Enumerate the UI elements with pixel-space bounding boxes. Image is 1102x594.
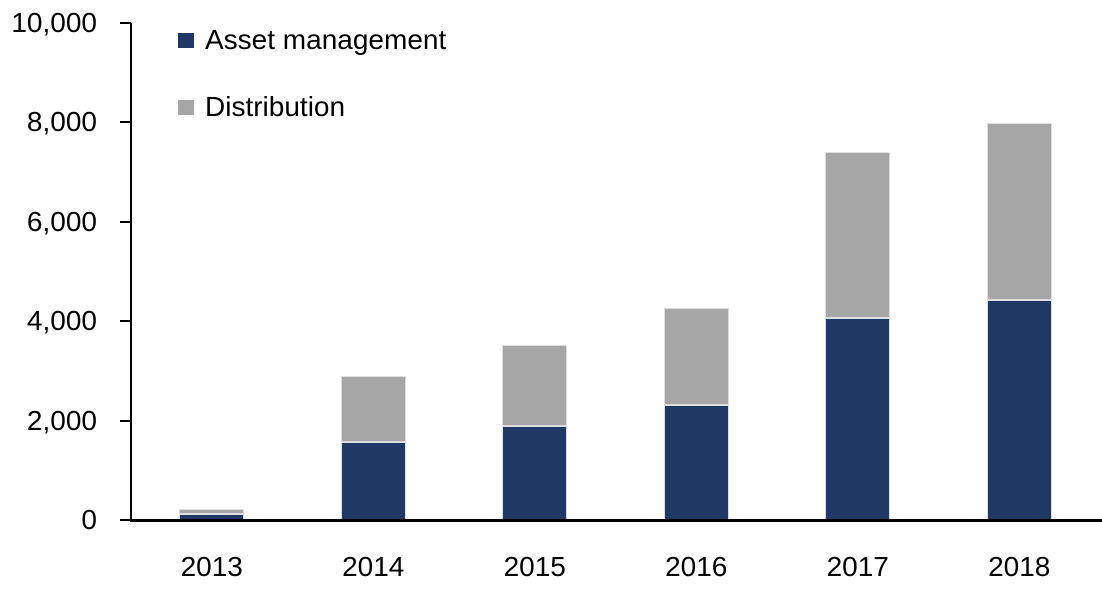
y-axis-line <box>130 23 132 522</box>
x-axis-label-2016: 2016 <box>665 551 728 582</box>
y-axis-tick-label: 6,000 <box>26 205 97 237</box>
legend-label-distribution: Distribution <box>205 91 346 122</box>
y-axis-tick <box>120 220 131 223</box>
bar-segment-distribution-2018 <box>986 123 1052 300</box>
x-axis-label-2017: 2017 <box>826 551 889 582</box>
y-axis-tick-label: 10,000 <box>11 7 97 38</box>
y-axis-tick <box>120 121 131 124</box>
legend-swatch-distribution <box>178 99 194 115</box>
y-axis-tick <box>120 320 131 323</box>
x-axis-label-2013: 2013 <box>180 551 243 582</box>
x-axis-line <box>130 519 1102 522</box>
bar-segment-distribution-2014 <box>340 376 406 442</box>
y-axis-tick <box>120 519 131 521</box>
bar-segment-asset-management-2018 <box>986 300 1052 520</box>
y-axis-tick <box>120 419 131 422</box>
y-axis-tick-label: 4,000 <box>26 305 97 337</box>
y-axis-tick <box>120 22 131 24</box>
x-axis-label-2018: 2018 <box>988 551 1051 582</box>
bar-segment-distribution-2015 <box>502 345 568 426</box>
legend-item-asset-management: Asset management <box>178 25 446 55</box>
bar-segment-asset-management-2014 <box>340 442 406 520</box>
bar-segment-distribution-2013 <box>179 509 245 514</box>
legend-item-distribution: Distribution <box>178 92 446 122</box>
legend-swatch-asset-management <box>178 32 194 48</box>
y-axis-tick-label: 0 <box>81 504 97 535</box>
bar-segment-distribution-2016 <box>663 308 729 405</box>
bar-segment-asset-management-2016 <box>663 405 729 520</box>
bar-segment-distribution-2017 <box>825 152 891 318</box>
legend: Asset management Distribution <box>178 25 446 122</box>
bar-segment-asset-management-2017 <box>825 318 891 520</box>
legend-label-asset-management: Asset management <box>205 24 447 55</box>
y-axis-tick-label: 8,000 <box>26 106 97 138</box>
x-axis-label-2015: 2015 <box>503 551 566 582</box>
bar-segment-asset-management-2015 <box>502 426 568 520</box>
y-axis-tick-label: 2,000 <box>26 404 97 436</box>
x-axis-label-2014: 2014 <box>342 551 405 582</box>
